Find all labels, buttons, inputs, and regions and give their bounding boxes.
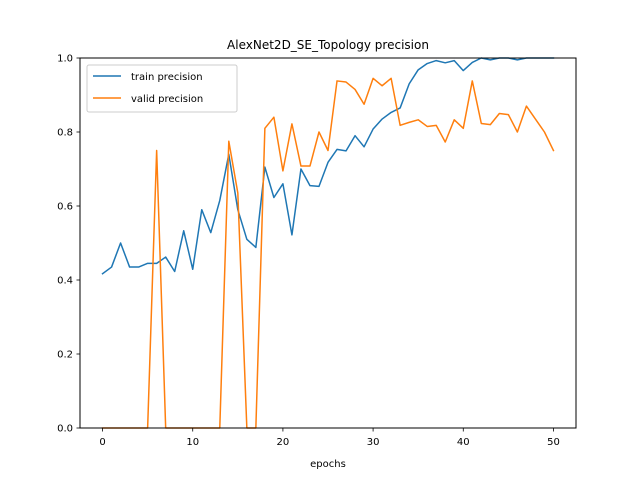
- x-axis-label: epochs: [310, 459, 346, 470]
- series-line-train: [101, 57, 555, 275]
- y-tick-label: 0.0: [57, 424, 73, 435]
- x-tick-label: 0: [99, 437, 105, 448]
- x-tick-label: 20: [277, 437, 290, 448]
- legend: train precision valid precision: [86, 64, 238, 113]
- legend-box: [86, 64, 238, 113]
- y-axis: 0.0 0.2 0.4 0.6 0.8 1.0: [57, 54, 80, 435]
- chart-title: AlexNet2D_SE_Topology precision: [227, 38, 429, 52]
- y-tick-label: 0.2: [57, 350, 73, 361]
- y-tick-label: 0.8: [57, 128, 73, 139]
- x-tick-label: 50: [547, 437, 560, 448]
- legend-label-train: train precision: [131, 72, 203, 83]
- y-tick-label: 0.4: [57, 276, 73, 287]
- legend-label-valid: valid precision: [131, 94, 203, 105]
- x-tick-label: 40: [457, 437, 470, 448]
- y-tick-label: 0.6: [57, 202, 73, 213]
- x-tick-label: 30: [367, 437, 380, 448]
- y-tick-label: 1.0: [57, 54, 73, 65]
- plot-frame: [79, 57, 577, 429]
- x-axis: 0 10 20 30 40 50: [99, 428, 560, 448]
- x-tick-label: 10: [186, 437, 199, 448]
